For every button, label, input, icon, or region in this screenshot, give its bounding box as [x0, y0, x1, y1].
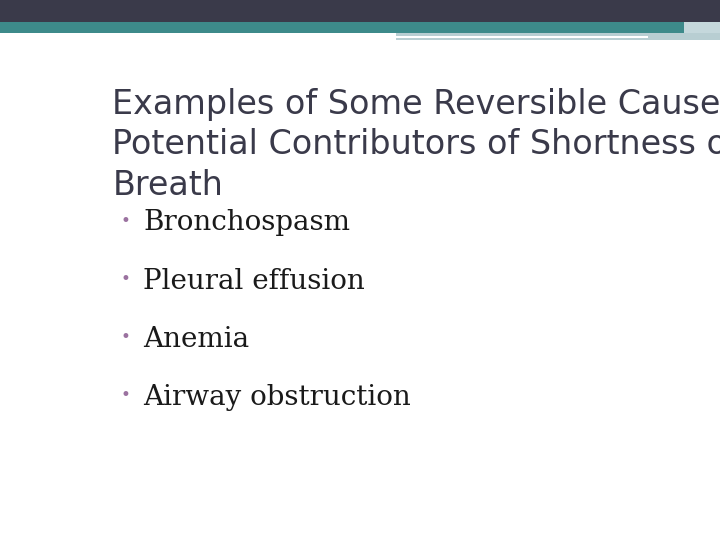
Text: Bronchospasm: Bronchospasm [143, 210, 350, 237]
Text: •: • [121, 386, 130, 404]
Text: •: • [121, 328, 130, 346]
Text: Pleural effusion: Pleural effusion [143, 267, 365, 294]
Text: Airway obstruction: Airway obstruction [143, 384, 410, 411]
Text: Examples of Some Reversible Causes /
Potential Contributors of Shortness of
Brea: Examples of Some Reversible Causes / Pot… [112, 87, 720, 202]
Text: •: • [121, 270, 130, 288]
Text: •: • [121, 212, 130, 230]
Text: Anemia: Anemia [143, 326, 249, 353]
